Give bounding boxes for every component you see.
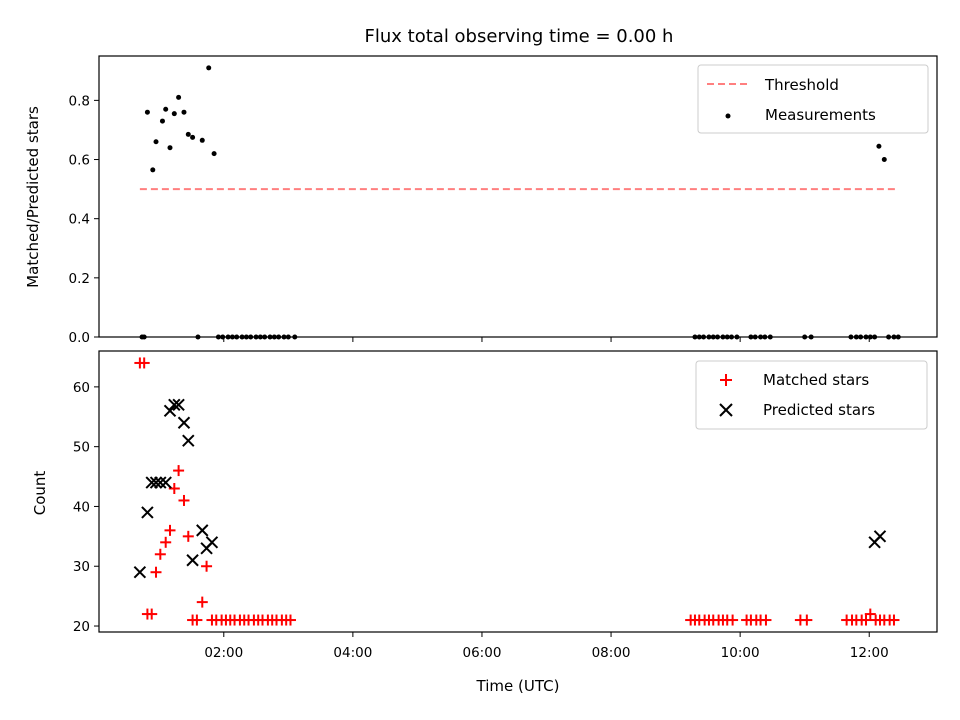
matched-stars-legend-label: Matched stars bbox=[763, 371, 869, 389]
measurement-point bbox=[206, 65, 212, 71]
matched-star-point bbox=[201, 560, 213, 572]
matched-star-point bbox=[860, 614, 872, 626]
top-x-ticks bbox=[223, 337, 870, 342]
predicted-star-point bbox=[182, 434, 195, 447]
x-tick-label: 12:00 bbox=[850, 645, 889, 661]
bottom-y-tick-label: 50 bbox=[73, 440, 90, 456]
top-legend: Threshold Measurements bbox=[697, 64, 929, 134]
predicted-star-point bbox=[168, 398, 181, 412]
bottom-x-ticks: 02:00 04:00 06:00 08:00 10:00 12:00 bbox=[204, 632, 889, 661]
top-panel: 0.00.20.40.60.8 Matched/Predicted stars … bbox=[24, 55, 938, 346]
top-y-tick-label: 0.8 bbox=[69, 93, 90, 109]
predicted-stars-points bbox=[133, 398, 887, 579]
measurement-point bbox=[176, 94, 182, 100]
top-y-tick-label: 0.0 bbox=[69, 330, 90, 346]
bottom-panel: 20 30 40 50 60 02:00 04:00 06:00 08:00 10:00 12:0… bbox=[31, 350, 938, 695]
bottom-y-tick-label: 40 bbox=[73, 499, 90, 515]
x-tick-label: 10:00 bbox=[721, 645, 760, 661]
top-axes-frame bbox=[98, 55, 938, 338]
predicted-star-point bbox=[133, 566, 147, 579]
matched-star-point bbox=[160, 536, 172, 548]
predicted-star-point bbox=[149, 476, 163, 489]
top-y-tick-label: 0.4 bbox=[69, 212, 90, 228]
predicted-star-point bbox=[159, 476, 172, 489]
x-axis-label: Time (UTC) bbox=[476, 677, 560, 695]
bottom-legend: Matched stars Predicted stars bbox=[695, 360, 928, 430]
figure-title: Flux total observing time = 0.00 h bbox=[365, 26, 674, 47]
x-tick-label: 06:00 bbox=[463, 645, 502, 661]
matched-star-point bbox=[801, 614, 813, 626]
measurements-legend-swatch bbox=[725, 113, 731, 119]
measurement-point bbox=[876, 143, 882, 149]
top-y-tick-label: 0.2 bbox=[69, 271, 90, 287]
matched-star-point bbox=[727, 614, 739, 626]
matched-star-point bbox=[196, 596, 208, 608]
measurement-point bbox=[181, 109, 187, 115]
predicted-star-point bbox=[172, 398, 185, 412]
bottom-axes-frame bbox=[98, 350, 938, 633]
predicted-star-point bbox=[873, 530, 887, 543]
measurements-legend-label: Measurements bbox=[765, 106, 876, 124]
measurement-point bbox=[159, 118, 165, 124]
top-y-ticks: 0.0 0.2 0.4 0.6 0.8 bbox=[69, 93, 99, 346]
matched-star-point bbox=[888, 614, 900, 626]
bottom-y-tick-label: 30 bbox=[73, 559, 90, 575]
matched-star-point bbox=[164, 524, 176, 536]
measurement-point bbox=[190, 134, 196, 140]
predicted-star-point bbox=[196, 524, 209, 537]
x-tick-label: 08:00 bbox=[592, 645, 631, 661]
measurement-point bbox=[150, 167, 156, 173]
predicted-star-point bbox=[141, 506, 154, 519]
x-tick-label: 02:00 bbox=[204, 645, 243, 661]
measurement-point bbox=[167, 145, 173, 151]
measurement-point bbox=[881, 157, 887, 163]
matched-star-point bbox=[864, 608, 876, 620]
matched-stars-points bbox=[134, 357, 900, 626]
measurement-point bbox=[211, 151, 217, 157]
measurement-point bbox=[144, 109, 150, 115]
matched-star-point bbox=[760, 614, 772, 626]
matched-star-point bbox=[138, 357, 150, 369]
threshold-legend-label: Threshold bbox=[764, 76, 839, 94]
matched-star-point bbox=[150, 566, 162, 578]
matched-star-point bbox=[178, 494, 190, 506]
matched-star-point bbox=[146, 608, 158, 620]
matched-star-point bbox=[182, 530, 194, 542]
measurement-point bbox=[163, 106, 169, 112]
top-y-axis-label: Matched/Predicted stars bbox=[24, 106, 42, 288]
matched-stars-legend-swatch bbox=[720, 374, 732, 386]
bottom-legend-box bbox=[695, 360, 928, 430]
measurement-point bbox=[185, 131, 191, 137]
predicted-star-point bbox=[186, 554, 199, 567]
measurement-point bbox=[153, 139, 159, 145]
predicted-stars-legend-label: Predicted stars bbox=[763, 401, 875, 419]
bottom-y-tick-label: 60 bbox=[73, 380, 90, 396]
predicted-star-point bbox=[177, 416, 191, 429]
bottom-y-ticks: 20 30 40 50 60 bbox=[73, 380, 99, 635]
top-y-tick-label: 0.6 bbox=[69, 153, 90, 169]
matched-star-point bbox=[284, 614, 296, 626]
bottom-y-tick-label: 20 bbox=[73, 619, 90, 635]
predicted-star-point bbox=[154, 476, 167, 489]
measurement-point bbox=[171, 111, 177, 117]
predicted-star-point bbox=[163, 404, 177, 417]
matched-star-point bbox=[173, 465, 185, 477]
top-legend-box bbox=[697, 64, 929, 134]
bottom-y-axis-label: Count bbox=[31, 471, 49, 516]
predicted-stars-legend-swatch bbox=[719, 403, 733, 417]
matched-star-point bbox=[191, 614, 203, 626]
measurements-points bbox=[139, 65, 901, 340]
matched-star-point bbox=[154, 548, 166, 560]
predicted-star-point bbox=[205, 536, 219, 549]
x-tick-label: 04:00 bbox=[333, 645, 372, 661]
measurement-point bbox=[199, 137, 205, 143]
